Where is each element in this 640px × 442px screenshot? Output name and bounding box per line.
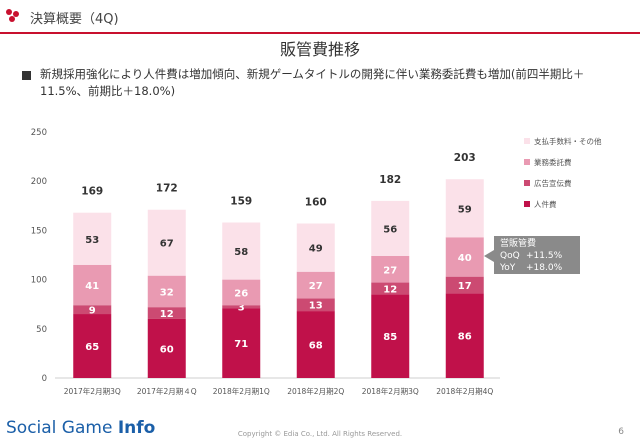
total-label: 182	[379, 174, 401, 186]
data-label: 9	[89, 306, 96, 317]
slide-description: 新規採用強化により人件費は増加傾向、新規ゲームタイトルの開発に伴い業務委託費も増…	[40, 67, 585, 98]
sga-callout: 営販管費 QoQ +11.5% YoY +18.0%	[494, 236, 580, 274]
legend-label: 業務委託費	[534, 157, 572, 167]
footer-logo-prefix: Social Game	[6, 418, 118, 438]
data-label: 40	[458, 253, 472, 264]
bar-segment	[147, 209, 186, 276]
slide-title: 販管費推移	[279, 40, 360, 59]
copyright: Copyright © Edia Co., Ltd. All Rights Re…	[237, 430, 403, 438]
x-tick-label: 2018年2月期4Q	[436, 386, 493, 396]
x-tick-label: 2017年2月期４Q	[137, 386, 197, 396]
edia-logo-icon	[6, 9, 22, 23]
x-tick-label: 2017年2月期3Q	[64, 386, 121, 396]
data-label: 41	[85, 281, 99, 292]
y-tick-label: 250	[31, 128, 47, 138]
bar-segment	[73, 305, 112, 315]
total-label: 160	[305, 197, 327, 209]
callout-qoq-value: +11.5%	[526, 251, 563, 261]
x-tick-label: 2018年2月期1Q	[213, 386, 270, 396]
data-label: 60	[160, 344, 174, 355]
bar-segment	[445, 276, 484, 294]
legend-swatch	[524, 138, 530, 144]
footer-logo-bold: Info	[117, 418, 156, 438]
callout-yoy-label: YoY	[500, 263, 516, 273]
data-label: 27	[383, 265, 397, 276]
callout-yoy-value: +18.0%	[526, 263, 563, 273]
bar-segment	[73, 314, 112, 378]
data-label: 58	[234, 247, 248, 258]
bar-segment	[445, 237, 484, 277]
bar-segment	[371, 282, 410, 295]
bar-segment	[445, 179, 484, 238]
callout-arrow-icon	[484, 250, 494, 262]
callout-qoq-row: QoQ +11.5%	[500, 250, 574, 262]
y-tick-label: 100	[31, 276, 47, 286]
bar-segment	[296, 298, 335, 312]
legend-label: 支払手数料・その他	[534, 136, 602, 146]
bar-segment	[371, 294, 410, 378]
bar-segment	[296, 311, 335, 378]
data-label: 26	[234, 288, 248, 299]
data-label: 56	[383, 224, 397, 235]
page-number: 6	[618, 427, 624, 437]
data-label: 85	[383, 332, 397, 343]
bar-segment	[371, 255, 410, 283]
data-label: 86	[458, 332, 472, 343]
data-label: 17	[458, 281, 472, 292]
legend-label: 人件費	[534, 199, 557, 209]
data-label: 53	[85, 235, 99, 246]
total-label: 172	[156, 183, 178, 195]
bar-segment	[222, 308, 261, 378]
bar-segment	[296, 223, 335, 272]
bar-segment	[147, 307, 186, 319]
data-label: 32	[160, 287, 174, 298]
data-label: 71	[234, 339, 248, 350]
y-tick-label: 200	[31, 177, 47, 187]
total-label: 159	[230, 196, 252, 208]
bar-segment	[73, 264, 112, 306]
header-divider	[0, 32, 640, 34]
data-label: 12	[160, 309, 174, 320]
y-tick-label: 50	[36, 325, 47, 335]
data-label: 59	[458, 204, 472, 215]
data-label: 67	[160, 239, 174, 250]
y-tick-label: 150	[31, 226, 47, 236]
bar-segment	[445, 293, 484, 378]
y-tick-label: 0	[42, 374, 47, 384]
x-tick-label: 2018年2月期2Q	[287, 386, 344, 396]
stacked-bar-chart: 0 50 100 150 200 250 65 9 41 53 169 2017年2月期3Q 60 12 3…	[31, 128, 602, 396]
data-label: 65	[85, 342, 99, 353]
header: 決算概要（4Q)	[0, 0, 640, 34]
section-title: 決算概要（4Q)	[30, 12, 119, 27]
legend-swatch	[524, 159, 530, 165]
callout-yoy-row: YoY +18.0%	[500, 262, 574, 274]
x-tick-label: 2018年2月期3Q	[362, 386, 419, 396]
data-label: 27	[309, 281, 323, 292]
bar-segment	[222, 305, 261, 309]
callout-qoq-label: QoQ	[500, 251, 520, 261]
bar-segment	[222, 279, 261, 306]
bar-segment	[73, 212, 112, 265]
data-label: 3	[238, 303, 245, 314]
bar-segment	[222, 222, 261, 280]
legend-label: 広告宣伝費	[534, 178, 572, 188]
data-label: 13	[309, 301, 323, 312]
legend-swatch	[524, 180, 530, 186]
callout-title: 営販管費	[500, 239, 537, 249]
data-label: 68	[309, 341, 323, 352]
data-label: 12	[383, 284, 397, 295]
legend-swatch	[524, 201, 530, 207]
total-label: 203	[454, 152, 476, 164]
bar-segment	[296, 271, 335, 299]
total-label: 169	[81, 186, 103, 198]
bar-segment	[371, 200, 410, 256]
bar-segment	[147, 275, 186, 308]
bullet-icon	[22, 71, 31, 80]
social-game-info-logo: Social Game Info	[6, 418, 155, 438]
bar-segment	[147, 318, 186, 378]
data-label: 49	[309, 244, 323, 255]
